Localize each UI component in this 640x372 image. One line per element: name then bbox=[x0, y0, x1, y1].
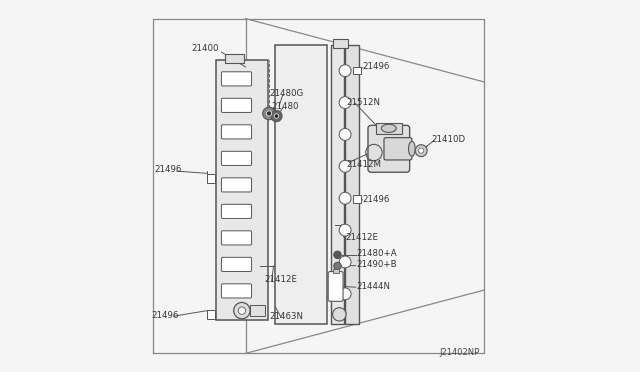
FancyBboxPatch shape bbox=[221, 151, 252, 166]
FancyBboxPatch shape bbox=[368, 125, 410, 172]
Ellipse shape bbox=[381, 124, 396, 132]
Bar bbox=[207, 310, 215, 319]
Circle shape bbox=[339, 256, 351, 268]
Ellipse shape bbox=[408, 141, 415, 156]
Text: 21496: 21496 bbox=[363, 62, 390, 71]
Bar bbox=[331, 45, 344, 324]
FancyBboxPatch shape bbox=[221, 257, 252, 272]
Text: 21496: 21496 bbox=[154, 165, 182, 174]
Circle shape bbox=[339, 288, 351, 300]
Circle shape bbox=[334, 262, 341, 270]
Circle shape bbox=[238, 307, 246, 314]
Bar bbox=[353, 195, 361, 203]
Text: 21400: 21400 bbox=[191, 44, 219, 53]
Circle shape bbox=[419, 148, 424, 153]
Bar bbox=[216, 60, 268, 320]
Circle shape bbox=[339, 65, 351, 77]
Bar bbox=[250, 305, 265, 316]
Text: 21490+B: 21490+B bbox=[356, 260, 397, 269]
Text: 21480: 21480 bbox=[271, 102, 299, 111]
Text: J21402NP: J21402NP bbox=[440, 348, 480, 357]
FancyBboxPatch shape bbox=[221, 125, 252, 139]
Circle shape bbox=[339, 192, 351, 204]
Circle shape bbox=[339, 97, 351, 109]
FancyBboxPatch shape bbox=[221, 72, 252, 86]
Text: 21496: 21496 bbox=[152, 311, 179, 320]
Circle shape bbox=[334, 251, 341, 259]
Text: 21496: 21496 bbox=[362, 195, 390, 203]
Text: 21480+A: 21480+A bbox=[356, 249, 397, 258]
FancyBboxPatch shape bbox=[221, 178, 252, 192]
Text: 21412E: 21412E bbox=[264, 275, 297, 284]
Circle shape bbox=[415, 145, 427, 157]
Bar bbox=[345, 45, 359, 324]
FancyBboxPatch shape bbox=[221, 204, 252, 218]
FancyBboxPatch shape bbox=[221, 284, 252, 298]
Text: 21463N: 21463N bbox=[270, 312, 304, 321]
Circle shape bbox=[339, 160, 351, 172]
Circle shape bbox=[234, 302, 250, 319]
Bar bbox=[207, 174, 215, 183]
Circle shape bbox=[262, 107, 275, 120]
Bar bbox=[353, 67, 361, 74]
Text: 21412M: 21412M bbox=[346, 160, 381, 169]
FancyBboxPatch shape bbox=[221, 98, 252, 112]
Bar bbox=[333, 39, 348, 48]
Text: 21512N: 21512N bbox=[346, 98, 380, 107]
Text: 21480G: 21480G bbox=[270, 89, 304, 98]
FancyBboxPatch shape bbox=[328, 272, 343, 301]
Text: 21412E: 21412E bbox=[346, 233, 378, 242]
Text: 21410D: 21410D bbox=[431, 135, 466, 144]
Text: 21444N: 21444N bbox=[356, 282, 390, 291]
Bar bbox=[225, 54, 244, 63]
Bar bbox=[275, 45, 328, 324]
FancyBboxPatch shape bbox=[384, 138, 412, 160]
FancyBboxPatch shape bbox=[221, 231, 252, 245]
Bar bbox=[376, 123, 402, 134]
Circle shape bbox=[275, 114, 278, 118]
Circle shape bbox=[266, 111, 271, 116]
Circle shape bbox=[271, 110, 282, 122]
Circle shape bbox=[333, 308, 346, 321]
Circle shape bbox=[339, 128, 351, 140]
Bar bbox=[333, 269, 339, 273]
Circle shape bbox=[339, 224, 351, 236]
